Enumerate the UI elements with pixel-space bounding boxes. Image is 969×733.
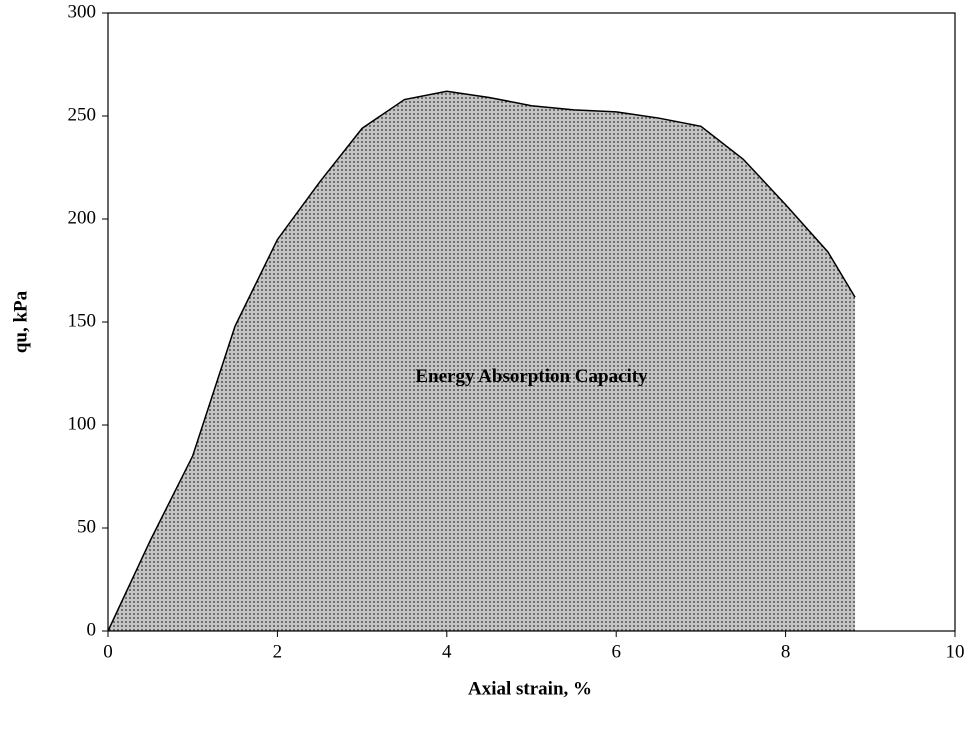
x-axis-label: Axial strain, % xyxy=(468,678,592,699)
y-tick-label: 50 xyxy=(77,516,96,537)
x-tick-label: 8 xyxy=(781,641,791,662)
y-tick-label: 150 xyxy=(68,310,97,331)
y-tick-label: 250 xyxy=(68,104,97,125)
y-axis-label: qu, kPa xyxy=(10,290,31,353)
y-tick-label: 300 xyxy=(68,1,97,22)
area-line xyxy=(107,90,856,632)
y-tick-label: 0 xyxy=(87,619,97,640)
x-tick-label: 0 xyxy=(103,641,113,662)
annotation: Energy Absorption Capacity xyxy=(415,366,648,387)
x-tick-label: 10 xyxy=(946,641,965,662)
y-tick-label: 200 xyxy=(68,207,97,228)
x-tick-label: 4 xyxy=(442,641,452,662)
area-fill xyxy=(108,91,856,631)
y-tick-label: 100 xyxy=(68,413,97,434)
x-tick-label: 6 xyxy=(611,641,621,662)
x-tick-label: 2 xyxy=(273,641,283,662)
